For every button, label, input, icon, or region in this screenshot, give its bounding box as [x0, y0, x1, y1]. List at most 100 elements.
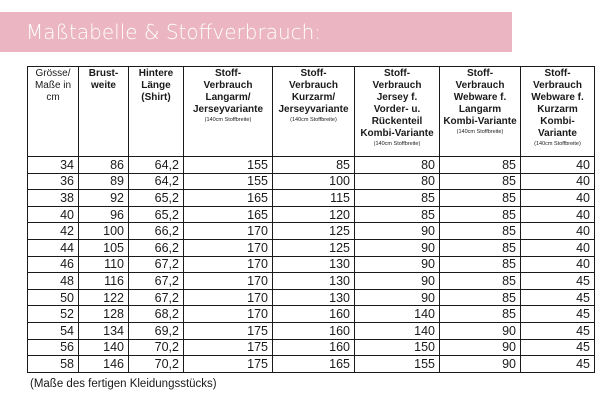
table-cell: 90 [354, 288, 440, 307]
table-row: 48 116 67,2 170 130 90 85 45 [27, 272, 595, 290]
table-cell: 140 [354, 321, 440, 340]
table-cell: 170 [183, 272, 273, 290]
column-header-line: Maße in [34, 80, 72, 91]
table-cell: 165 [272, 355, 355, 373]
table-cell: 46 [27, 255, 79, 274]
table-cell: 56 [27, 338, 79, 357]
table-cell: 100 [272, 172, 355, 191]
table-cell: 170 [183, 238, 273, 257]
table-cell: 85 [439, 305, 521, 323]
table-cell: 67,2 [128, 255, 184, 274]
table-cell: 40 [520, 205, 595, 224]
table-row: 40 96 65,2 165 120 85 85 40 [27, 205, 595, 224]
table-cell: 96 [78, 205, 129, 224]
table-cell: 70,2 [128, 338, 184, 357]
column-header-line: Kurzarm [537, 104, 578, 115]
table-cell: 90 [354, 222, 440, 240]
column-header-note: (140cm Stoffbreite) [373, 141, 421, 147]
table-cell: 140 [354, 305, 440, 323]
column-header-line: Webware f. [453, 92, 507, 103]
table-cell: 175 [183, 321, 273, 340]
table-cell: 115 [272, 189, 355, 207]
table-cell: 50 [27, 288, 79, 307]
column-header-line: Verbrauch [533, 80, 582, 91]
table-cell: 175 [183, 338, 273, 357]
column-header-line: Stoff- [466, 68, 494, 79]
column-header-line: Hintere [138, 68, 174, 79]
table-cell: 165 [183, 189, 273, 207]
table-row: 56 140 70,2 175 160 150 90 45 [27, 338, 595, 357]
table-row: 58 146 70,2 175 165 155 90 45 [27, 355, 595, 373]
column-header-note: (140cm Stoffbreite) [456, 129, 504, 135]
table-cell: 130 [272, 272, 355, 290]
table-cell: 160 [272, 321, 355, 340]
column-header-line: Verbrauch [372, 80, 422, 91]
table-cell: 125 [272, 238, 355, 257]
column-header-line: Grösse/ [35, 68, 71, 79]
table-cell: 175 [183, 355, 273, 373]
table-cell: 85 [439, 288, 521, 307]
table-row: 54 134 69,2 175 160 140 90 45 [27, 321, 595, 340]
table-row: 46 110 67,2 170 130 90 85 40 [27, 255, 595, 274]
column-header-line: weite [90, 80, 116, 91]
column-header-line: Stoff- [300, 68, 327, 79]
table-cell: 45 [520, 305, 595, 323]
table-cell: 40 [520, 222, 595, 240]
table-cell: 69,2 [128, 321, 184, 340]
table-cell: 67,2 [128, 288, 184, 307]
column-header-line: Vorder- u. [373, 104, 421, 115]
table-cell: 90 [439, 321, 521, 340]
table-cell: 52 [27, 305, 79, 323]
table-cell: 42 [27, 222, 79, 240]
column-header-line: Verbrauch [203, 80, 253, 91]
table-cell: 89 [78, 172, 129, 191]
table-row: 42 100 66,2 170 125 90 85 40 [27, 222, 595, 240]
table-cell: 92 [78, 189, 129, 207]
column-header-line: Jersey f. [376, 92, 418, 103]
column-header-line: Rückenteil [371, 116, 423, 127]
table-cell: 65,2 [128, 189, 184, 207]
table-cell: 110 [78, 255, 129, 274]
table-cell: 40 [520, 156, 595, 174]
table-cell: 85 [354, 189, 440, 207]
column-header: Grösse/Maße in cm [27, 66, 79, 157]
table-cell: 86 [78, 156, 129, 174]
table-cell: 155 [354, 355, 440, 373]
column-header-line: cm [46, 92, 60, 103]
column-header: Stoff- Verbrauch Kurzarm/Jerseyvariante (14… [272, 66, 355, 157]
table-cell: 80 [354, 172, 440, 191]
column-header-note: (140cm Stoffbreite) [204, 117, 252, 123]
column-header-line: Jerseyvariante [278, 104, 349, 115]
table-cell: 48 [27, 272, 79, 290]
table-cell: 105 [78, 238, 129, 257]
table-cell: 125 [272, 222, 355, 240]
column-header: Stoff- Verbrauch Webware f. Langarm Kombi-Va… [439, 66, 521, 157]
table-cell: 45 [520, 272, 595, 290]
footnote: (Maße des fertigen Kleidungsstücks) [30, 378, 217, 390]
column-header-line: Langarm [458, 104, 502, 115]
table-cell: 150 [354, 338, 440, 357]
column-header-line: Verbrauch [289, 80, 338, 91]
column-header-line: Verbrauch [455, 80, 505, 91]
table-cell: 90 [439, 355, 521, 373]
table-cell: 80 [354, 156, 440, 174]
table-cell: 44 [27, 238, 79, 257]
table-header-row: Grösse/Maße in cm Brust-weite Hintere Länge(… [27, 66, 595, 157]
column-header-line: Langarm/ [205, 92, 251, 103]
size-table: Grösse/Maße in cm Brust-weite Hintere Länge(… [27, 66, 595, 373]
table-cell: 155 [183, 172, 273, 191]
table-cell: 116 [78, 272, 129, 290]
table-row: 44 105 66,2 170 125 90 85 40 [27, 238, 595, 257]
table-cell: 85 [439, 255, 521, 274]
table-cell: 165 [183, 205, 273, 224]
table-cell: 58 [27, 355, 79, 373]
column-header-line: Länge [141, 80, 171, 91]
column-header-note: (140cm Stoffbreite) [290, 117, 337, 123]
page-title: Maßtabelle & Stoffverbrauch: [0, 12, 512, 52]
table-cell: 66,2 [128, 238, 184, 257]
table-cell: 170 [183, 288, 273, 307]
table-cell: 40 [27, 205, 79, 224]
column-header-line: Kombi-Variante [538, 116, 577, 139]
table-cell: 54 [27, 321, 79, 340]
column-header-line: Stoff- [214, 68, 242, 79]
